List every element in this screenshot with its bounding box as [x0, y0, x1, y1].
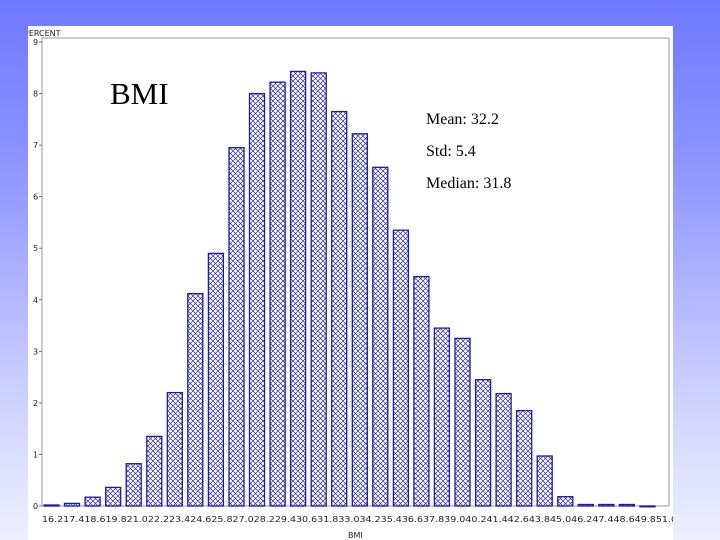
histogram-bar — [166, 391, 183, 507]
histogram-bar — [372, 166, 389, 507]
histogram-bar — [331, 110, 348, 507]
y-axis: 0 1 2 3 4 5 6 7 8 9 — [33, 38, 42, 511]
x-tick-labels: 16.217.418.619.821.022.223.424.625.827.0… — [42, 515, 673, 524]
std-annotation: Std: 5.4 — [426, 143, 476, 160]
histogram-bar — [105, 486, 122, 507]
histogram-bar — [495, 392, 512, 507]
histogram-bar — [146, 435, 163, 507]
histogram-bar — [474, 379, 492, 507]
histogram-bar — [125, 463, 142, 507]
bmi-histogram: 0 1 2 3 4 5 6 7 8 9 16.217.418.619.821.022.223.42… — [28, 29, 673, 540]
y-tick-label: 8 — [33, 90, 38, 99]
histogram-bar — [351, 133, 368, 507]
histogram-bar — [392, 229, 410, 507]
y-tick-label: 4 — [33, 296, 38, 305]
slide-canvas: 0 1 2 3 4 5 6 7 8 9 16.217.418.619.821.022.223.42… — [28, 26, 673, 540]
y-tick-label: 6 — [33, 193, 38, 202]
y-tick-label: 2 — [33, 399, 38, 408]
histogram-bar — [598, 503, 615, 507]
y-tick-label: 9 — [33, 38, 38, 47]
y-tick-label: 0 — [33, 502, 38, 511]
histogram-bar — [43, 504, 60, 507]
histogram-bar — [454, 337, 471, 507]
histogram-bar — [310, 72, 327, 507]
histogram-bar — [639, 505, 656, 508]
median-annotation: Median: 31.8 — [426, 175, 511, 192]
histogram-bar — [63, 502, 81, 507]
histogram-bar — [248, 92, 266, 507]
y-axis-title: PERCENT — [28, 29, 61, 38]
histogram-bar — [84, 496, 101, 507]
x-axis-title: BMI — [348, 531, 363, 540]
histogram-bar — [516, 409, 533, 507]
y-tick-label: 7 — [33, 141, 38, 150]
chart-title: BMI — [110, 76, 169, 111]
histogram-bar — [618, 503, 636, 507]
y-tick-label: 5 — [33, 244, 38, 253]
histogram-bar — [289, 70, 307, 507]
histogram-bar — [536, 455, 553, 507]
histogram-bar — [207, 252, 225, 507]
histogram-bar — [557, 496, 574, 507]
histogram-bar — [187, 292, 204, 507]
y-tick-label: 3 — [33, 347, 38, 356]
histogram-bar — [577, 503, 594, 507]
histogram-bar — [413, 275, 430, 507]
histogram-bar — [433, 327, 451, 507]
histogram-bar — [228, 147, 245, 507]
bars-group — [43, 70, 656, 508]
mean-annotation: Mean: 32.2 — [426, 111, 499, 128]
y-tick-label: 1 — [33, 450, 38, 459]
histogram-bar — [269, 81, 286, 507]
